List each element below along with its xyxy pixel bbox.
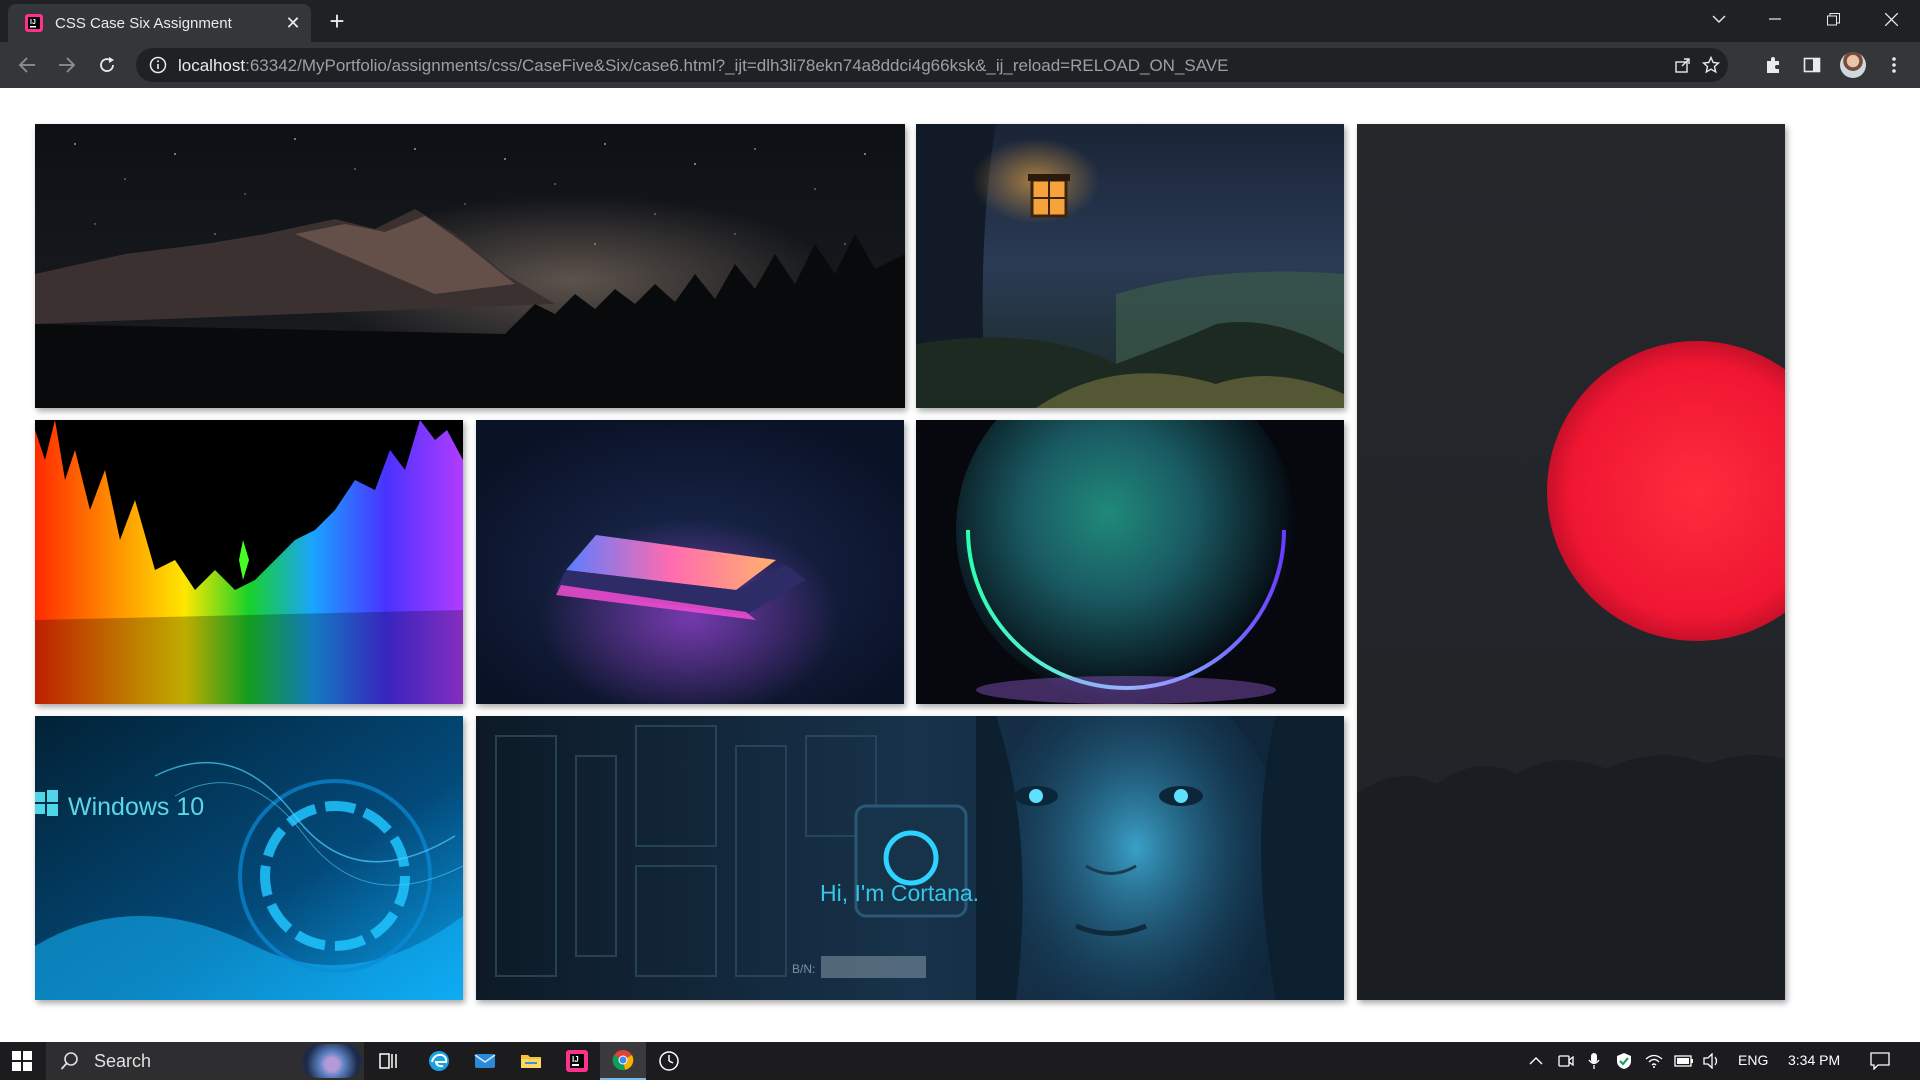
profile-avatar[interactable] <box>1840 52 1866 78</box>
glowing-laptop-art <box>476 420 904 704</box>
minimize-icon[interactable] <box>1752 0 1798 38</box>
search-highlight-image <box>302 1044 362 1078</box>
close-window-icon[interactable] <box>1868 0 1914 38</box>
new-tab-icon[interactable]: + <box>329 6 345 36</box>
notification-center-icon[interactable] <box>1870 1051 1890 1071</box>
browser-tab[interactable]: IJ CSS Case Six Assignment ✕ <box>8 4 311 42</box>
task-view-icon[interactable] <box>366 1042 412 1080</box>
input-language[interactable]: ENG <box>1738 1052 1769 1068</box>
windows-security-icon[interactable] <box>1614 1051 1634 1071</box>
windows-start-icon[interactable] <box>0 1042 44 1080</box>
tab-search-icon[interactable] <box>1696 0 1742 38</box>
show-hidden-icons-chevron-icon[interactable] <box>1526 1051 1546 1071</box>
search-placeholder: Search <box>94 1051 152 1071</box>
svg-text:IJ: IJ <box>572 1055 579 1064</box>
gallery-image-rainbow-equalizer <box>35 420 463 704</box>
rainbow-equalizer-art <box>35 420 463 704</box>
back-arrow-icon[interactable] <box>11 49 43 81</box>
browser-toolbar: localhost:63342/MyPortfolio/assignments/… <box>0 42 1920 88</box>
url-host: localhost <box>178 56 246 75</box>
browser-tab-strip: IJ CSS Case Six Assignment ✕ + <box>0 0 1920 42</box>
chrome-icon[interactable] <box>600 1042 646 1080</box>
gallery-image-windows-orb <box>916 420 1344 704</box>
mail-icon[interactable] <box>462 1042 508 1080</box>
cortana-serial-label: B/N: <box>792 962 816 976</box>
intellij-favicon-icon: IJ <box>25 14 43 32</box>
browser-menu-icon[interactable] <box>1882 53 1906 77</box>
forward-arrow-icon[interactable] <box>51 49 83 81</box>
tab-close-icon[interactable]: ✕ <box>285 13 301 33</box>
gallery-image-windows-10: Windows 10 <box>35 716 463 1000</box>
gallery-image-mountain-night <box>35 124 905 408</box>
clock-time[interactable]: 3:34 PM <box>1788 1052 1841 1068</box>
gallery-image-cortana: Hi, I'm Cortana. B/N: <box>476 716 1344 1000</box>
intellij-idea-icon[interactable]: IJ <box>554 1042 600 1080</box>
mountain-night-art <box>35 124 905 408</box>
gallery-image-red-sun <box>1357 124 1785 1000</box>
taskbar-search-box[interactable]: Search <box>46 1042 364 1080</box>
lantern-forest-art <box>916 124 1344 408</box>
red-sun-art <box>1357 124 1785 1000</box>
search-icon <box>60 1051 80 1076</box>
address-bar[interactable]: localhost:63342/MyPortfolio/assignments/… <box>136 48 1728 82</box>
side-panel-icon[interactable] <box>1800 53 1824 77</box>
microphone-icon[interactable] <box>1584 1051 1604 1071</box>
battery-icon[interactable] <box>1674 1051 1694 1071</box>
share-icon[interactable] <box>1671 53 1695 77</box>
extensions-icon[interactable] <box>1761 53 1785 77</box>
gallery-image-lantern-forest <box>916 124 1344 408</box>
volume-icon[interactable] <box>1702 1051 1722 1071</box>
clock-app-icon[interactable] <box>646 1042 692 1080</box>
windows-taskbar: Search IJ ENG 3:34 PM <box>0 1042 1920 1080</box>
bookmark-star-icon[interactable] <box>1699 53 1723 77</box>
url-path: :63342/MyPortfolio/assignments/css/CaseF… <box>245 56 1229 75</box>
gallery-image-glowing-laptop <box>476 420 904 704</box>
restore-icon[interactable] <box>1810 0 1856 38</box>
cortana-caption: Hi, I'm Cortana. <box>820 880 980 906</box>
url-text[interactable]: localhost:63342/MyPortfolio/assignments/… <box>178 56 1229 76</box>
web-page-viewport: Windows 10 Hi, I'm Cortana. B/N: <box>0 88 1920 1042</box>
cortana-art <box>476 716 1344 1000</box>
svg-text:IJ: IJ <box>30 19 36 26</box>
edge-browser-icon[interactable] <box>416 1042 462 1080</box>
file-explorer-icon[interactable] <box>508 1042 554 1080</box>
wifi-icon[interactable] <box>1644 1051 1664 1071</box>
meet-now-icon[interactable] <box>1556 1051 1576 1071</box>
windows-10-caption: Windows 10 <box>68 793 205 821</box>
reload-icon[interactable] <box>91 49 123 81</box>
windows-10-art <box>35 716 463 1000</box>
tab-title: CSS Case Six Assignment <box>55 15 232 32</box>
site-info-icon[interactable] <box>149 56 167 74</box>
windows-orb-art <box>916 420 1344 704</box>
